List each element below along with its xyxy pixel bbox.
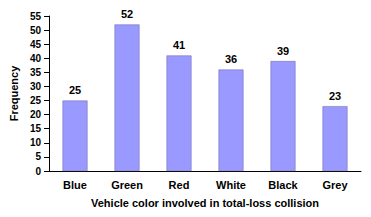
svg-text:Grey: Grey: [322, 179, 348, 191]
svg-text:35: 35: [30, 67, 42, 78]
svg-text:25: 25: [30, 95, 42, 106]
svg-text:Red: Red: [169, 179, 190, 191]
svg-text:White: White: [216, 179, 246, 191]
svg-text:41: 41: [173, 39, 185, 51]
svg-text:Green: Green: [111, 179, 143, 191]
svg-text:40: 40: [30, 53, 42, 64]
svg-text:20: 20: [30, 109, 42, 120]
svg-text:45: 45: [30, 39, 42, 50]
svg-text:36: 36: [225, 53, 237, 65]
svg-text:52: 52: [121, 8, 133, 20]
svg-text:50: 50: [30, 25, 42, 36]
svg-text:30: 30: [30, 81, 42, 92]
svg-text:5: 5: [35, 151, 41, 162]
svg-text:15: 15: [30, 123, 42, 134]
svg-text:Vehicle color involved in tota: Vehicle color involved in total-loss col…: [91, 197, 319, 209]
svg-text:Black: Black: [268, 179, 298, 191]
svg-text:23: 23: [329, 90, 341, 102]
svg-text:10: 10: [30, 137, 42, 148]
svg-text:Frequency: Frequency: [8, 65, 20, 122]
svg-text:55: 55: [30, 11, 42, 22]
svg-text:25: 25: [69, 84, 81, 96]
svg-text:39: 39: [277, 45, 289, 57]
svg-text:0: 0: [35, 166, 41, 177]
svg-text:Blue: Blue: [63, 179, 87, 191]
